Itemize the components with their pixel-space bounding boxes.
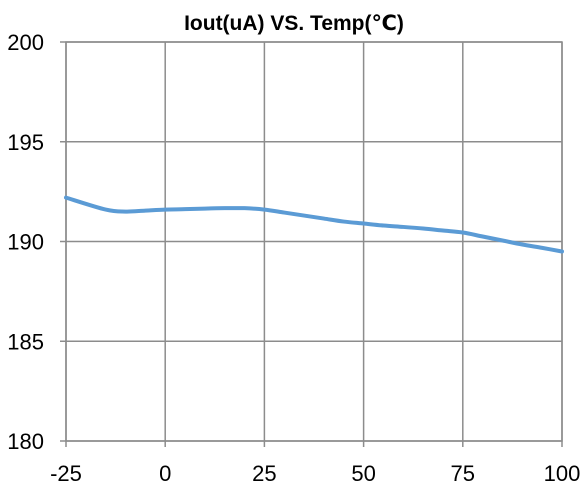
chart-title: Iout(uA) VS. Temp(℃) (184, 12, 404, 35)
series-line-0 (64, 195, 564, 254)
y-tick-label: 185 (7, 329, 44, 354)
x-tick-label: 75 (451, 461, 475, 486)
x-tick-label: 0 (159, 461, 171, 486)
x-tick-label: 25 (252, 461, 276, 486)
grid (65, 41, 563, 442)
x-tick-label: 50 (351, 461, 375, 486)
tick-labels: -25 0 25 50 75 100 180 185 190 195 200 (7, 30, 580, 486)
series-layer (64, 195, 564, 254)
y-tick-label: 180 (7, 429, 44, 454)
y-tick-label: 190 (7, 230, 44, 255)
y-tick-label: 195 (7, 130, 44, 155)
axes (60, 41, 563, 447)
x-tick-label: -25 (50, 461, 82, 486)
y-tick-label: 200 (7, 30, 44, 55)
x-tick-label: 100 (544, 461, 581, 486)
